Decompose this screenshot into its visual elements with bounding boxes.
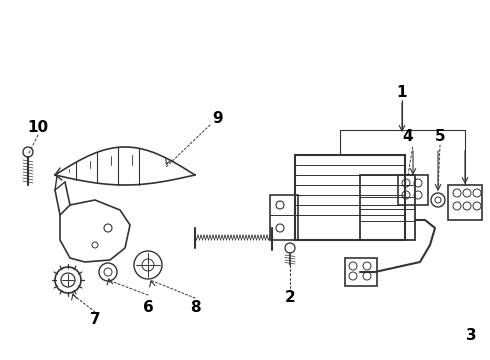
Bar (270, 195, 298, 240)
Bar (448, 185, 482, 220)
Text: 7: 7 (90, 312, 100, 328)
Bar (398, 175, 428, 205)
Text: 8: 8 (190, 301, 200, 315)
Bar (295, 155, 405, 240)
Text: 6: 6 (143, 301, 153, 315)
Text: 2: 2 (285, 291, 295, 306)
Text: 1: 1 (397, 85, 407, 99)
Text: 5: 5 (435, 129, 445, 144)
Text: 10: 10 (27, 120, 49, 135)
Text: 4: 4 (403, 129, 413, 144)
Text: 9: 9 (213, 111, 223, 126)
Bar (345, 258, 377, 286)
Text: 3: 3 (466, 328, 476, 343)
Bar (360, 175, 415, 240)
